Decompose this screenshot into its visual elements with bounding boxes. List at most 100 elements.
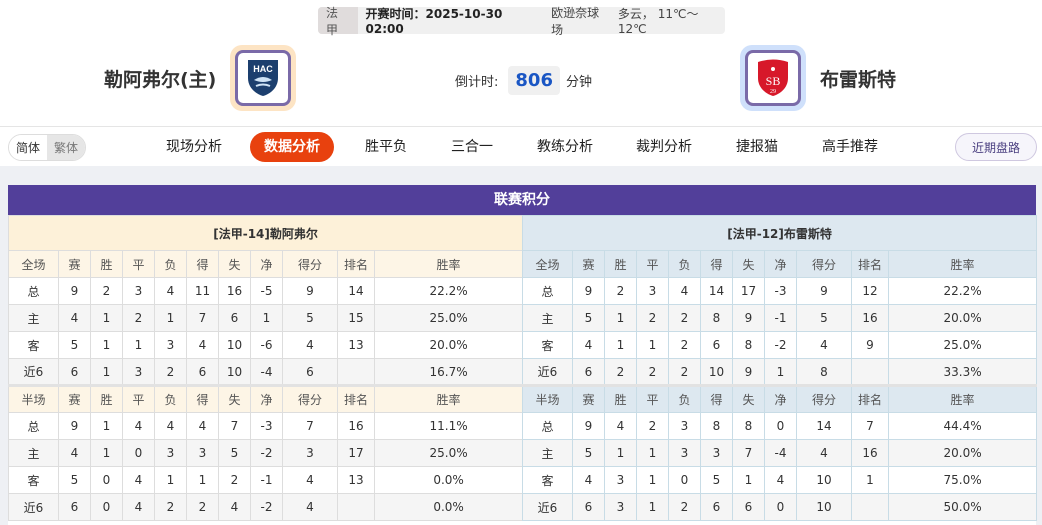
table-cell: 20.0% [887, 304, 1038, 332]
table-cell: 1 [636, 493, 669, 521]
table-row: 主 4 1 2 1 7 6 1 5 15 25.0% [8, 304, 524, 332]
away-team: SB 29 布雷斯特 [740, 45, 896, 111]
table-cell: 10 [796, 493, 852, 521]
home-team-name[interactable]: 勒阿弗尔(主) [104, 68, 217, 91]
row-label: 总 [522, 277, 573, 305]
table-row: 近6 6 2 2 2 10 9 1 8 33.3% [522, 358, 1038, 386]
table-cell: -3 [250, 412, 283, 440]
tab-jiebaomao[interactable]: 捷报猫 [736, 139, 778, 155]
table-cell: 8 [700, 304, 733, 332]
venue: 欧逊奈球场 [551, 5, 600, 37]
lang-traditional[interactable]: 繁体 [47, 135, 86, 160]
tab-1x2[interactable]: 胜平负 [365, 139, 407, 155]
table-cell: 1 [90, 358, 123, 386]
table-row: 近6 6 3 1 2 6 6 0 10 50.0% [522, 493, 1038, 521]
table-cell: -3 [764, 277, 797, 305]
row-label: 主 [8, 304, 59, 332]
column-header: 得分 [796, 250, 852, 278]
table-cell: 4 [282, 331, 338, 359]
table-cell: 9 [851, 331, 889, 359]
divider [0, 126, 1042, 127]
match-info-bar: 法甲 开赛时间：2025-10-30 02:00 欧逊奈球场 多云， 11℃～1… [318, 6, 725, 37]
column-header: 胜率 [373, 250, 524, 278]
column-header: 赛 [572, 250, 605, 278]
tab-expert-picks[interactable]: 高手推荐 [822, 139, 878, 155]
column-header: 净 [250, 384, 283, 413]
table-cell: 16.7% [373, 358, 524, 386]
table-cell: 2 [218, 466, 251, 494]
countdown: 倒计时: 806 分钟 [455, 66, 592, 95]
table-cell: 0.0% [373, 466, 524, 494]
table-cell [337, 493, 375, 521]
table-cell: 4 [572, 466, 605, 494]
table-cell: 3 [604, 466, 637, 494]
column-header: 失 [218, 250, 251, 278]
table-cell: 1 [154, 466, 187, 494]
column-header: 平 [636, 384, 669, 413]
table-cell: 10 [218, 331, 251, 359]
table-cell: 7 [282, 412, 338, 440]
away-team-logo[interactable]: SB 29 [740, 45, 806, 111]
table-cell: 1 [604, 331, 637, 359]
table-row: 总 9 2 3 4 14 17 -3 9 12 22.2% [522, 277, 1038, 305]
row-label: 总 [522, 412, 573, 440]
table-cell: 16 [337, 412, 375, 440]
table-cell: -6 [250, 331, 283, 359]
table-row: 主 5 1 1 3 3 7 -4 4 16 20.0% [522, 439, 1038, 467]
table-cell: 6 [700, 493, 733, 521]
table-cell: 4 [572, 331, 605, 359]
table-row: 主 4 1 0 3 3 5 -2 3 17 25.0% [8, 439, 524, 467]
table-cell: 14 [337, 277, 375, 305]
column-header: 全场 [522, 250, 573, 278]
lang-simplified[interactable]: 简体 [9, 135, 48, 160]
svg-text:29: 29 [770, 89, 776, 95]
tab-referee-analysis[interactable]: 裁判分析 [636, 139, 692, 155]
recent-odds-button[interactable]: 近期盘路 [955, 133, 1037, 161]
column-header: 胜率 [887, 384, 1038, 413]
table-cell: 1 [764, 358, 797, 386]
table-cell: 3 [668, 439, 701, 467]
table-cell: 2 [122, 304, 155, 332]
table-cell: 4 [58, 439, 91, 467]
countdown-unit: 分钟 [565, 75, 592, 90]
table-cell: 1 [636, 331, 669, 359]
home-team-logo[interactable]: HAC [230, 45, 297, 111]
column-header: 失 [732, 250, 765, 278]
tab-live-analysis[interactable]: 现场分析 [166, 139, 222, 155]
table-cell: 1 [90, 412, 123, 440]
column-header: 胜 [604, 250, 637, 278]
table-cell: 6 [572, 358, 605, 386]
table-cell: 11 [186, 277, 219, 305]
table-row: 主 5 1 2 2 8 9 -1 5 16 20.0% [522, 304, 1038, 332]
tab-three-in-one[interactable]: 三合一 [451, 139, 493, 155]
table-cell: 9 [572, 277, 605, 305]
column-header: 失 [732, 384, 765, 413]
table-cell: 22.2% [887, 277, 1038, 305]
row-label: 近6 [522, 358, 573, 386]
weather: 多云， 11℃～12℃ [617, 7, 699, 36]
table-cell: -2 [250, 439, 283, 467]
table-cell: 2 [90, 277, 123, 305]
away-team-name[interactable]: 布雷斯特 [820, 68, 897, 91]
table-cell: 9 [732, 358, 765, 386]
row-label: 主 [522, 304, 573, 332]
table-cell: 6 [732, 493, 765, 521]
table-cell: 8 [796, 358, 852, 386]
table-cell: 4 [122, 412, 155, 440]
language-toggle: 简体 繁体 [8, 134, 87, 161]
table-cell: 20.0% [373, 331, 524, 359]
table-cell: 1 [154, 304, 187, 332]
table-cell: 4 [58, 304, 91, 332]
table-cell: 75.0% [887, 466, 1038, 494]
table-cell: 2 [186, 493, 219, 521]
column-header: 全场 [8, 250, 59, 278]
table-cell: 25.0% [373, 439, 524, 467]
table-cell: 3 [154, 439, 187, 467]
table-row: 总 9 2 3 4 11 16 -5 9 14 22.2% [8, 277, 524, 305]
table-cell: 6 [700, 331, 733, 359]
tab-data-analysis[interactable]: 数据分析 [250, 132, 334, 162]
tab-coach-analysis[interactable]: 教练分析 [537, 139, 593, 155]
table-cell: 7 [851, 412, 889, 440]
table-cell: 17 [732, 277, 765, 305]
column-header: 失 [218, 384, 251, 413]
